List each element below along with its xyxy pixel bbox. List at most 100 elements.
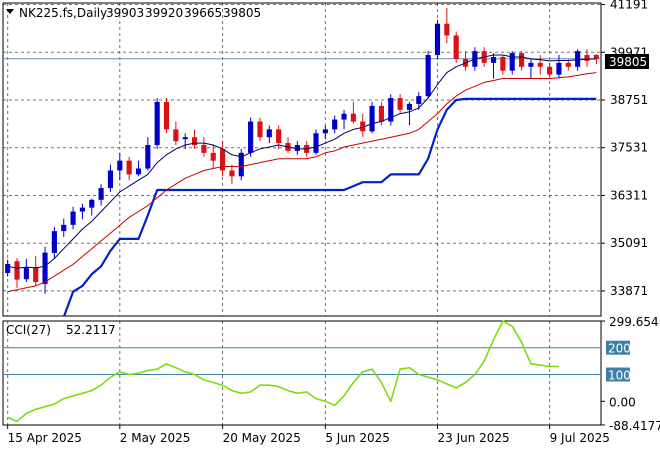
bull-candle bbox=[135, 168, 142, 175]
bull-candle bbox=[313, 133, 319, 153]
bull-candle bbox=[61, 224, 67, 232]
current-price-marker: 39805 bbox=[605, 54, 649, 69]
cci-panel-frame bbox=[2, 320, 602, 426]
bear-candle bbox=[191, 137, 198, 146]
cci-value: 52.2117 bbox=[66, 323, 116, 337]
indicator-lines bbox=[7, 54, 597, 316]
bull-candle bbox=[238, 152, 244, 177]
cci-header: CCI(27) 52.2117 bbox=[6, 323, 116, 337]
date-tick-label: 23 Jun 2025 bbox=[437, 431, 509, 445]
bear-candle bbox=[350, 113, 356, 122]
bull-candle bbox=[98, 188, 104, 200]
fast-ma-line bbox=[7, 54, 597, 269]
bear-candle bbox=[593, 54, 599, 59]
bull-candle bbox=[406, 103, 413, 110]
bear-candle bbox=[378, 105, 384, 122]
bull-candle bbox=[575, 51, 581, 67]
date-tick-label: 9 Jul 2025 bbox=[550, 431, 610, 445]
bull-candle bbox=[182, 137, 188, 140]
cci-name: CCI(27) bbox=[6, 323, 51, 337]
bear-candle bbox=[444, 23, 450, 36]
bear-candle bbox=[173, 129, 179, 142]
bull-candle bbox=[70, 211, 76, 225]
bull-candle bbox=[248, 121, 254, 153]
bull-candle bbox=[556, 62, 562, 75]
bear-candle bbox=[360, 121, 366, 132]
ohlc-open: 39903 bbox=[106, 6, 144, 20]
bull-candle bbox=[154, 101, 160, 146]
bull-candle bbox=[388, 98, 394, 122]
ohlc-high: 39920 bbox=[145, 6, 183, 20]
ohlc-low: 39665 bbox=[184, 6, 222, 20]
bull-candle bbox=[509, 53, 515, 71]
bull-candle bbox=[89, 199, 95, 208]
bear-candle bbox=[257, 121, 263, 138]
date-tick-label: 20 May 2025 bbox=[223, 431, 301, 445]
bear-candle bbox=[229, 170, 235, 177]
bull-candle bbox=[42, 252, 48, 284]
cci-line bbox=[7, 320, 559, 423]
bull-candle bbox=[51, 231, 57, 254]
bull-candle bbox=[332, 119, 338, 130]
bull-candle bbox=[434, 23, 441, 56]
bear-candle bbox=[201, 145, 207, 153]
cci-tick-label: 0.00 bbox=[609, 395, 636, 409]
symbol-label: NK225.fs,Daily bbox=[19, 6, 107, 20]
cci-tick-label: 299.654 bbox=[609, 315, 659, 329]
date-tick-label: 2 May 2025 bbox=[120, 431, 191, 445]
dropdown-arrow-icon[interactable] bbox=[6, 9, 14, 14]
bull-candle bbox=[107, 170, 114, 189]
bear-candle bbox=[126, 160, 132, 175]
cci-tick-label: 100 bbox=[608, 369, 631, 383]
cci-tick-label: -88.4177 bbox=[609, 419, 660, 433]
price-tick-label: 38751 bbox=[610, 93, 648, 107]
stop-level-line bbox=[62, 97, 597, 316]
bear-candle bbox=[584, 55, 590, 61]
bull-candle bbox=[425, 55, 431, 97]
bull-candle bbox=[294, 145, 300, 151]
bear-candle bbox=[500, 56, 506, 71]
price-tick-label: 37531 bbox=[610, 141, 648, 155]
bear-candle bbox=[210, 152, 216, 161]
slow-ma-line bbox=[7, 72, 597, 293]
cci-panel bbox=[3, 320, 601, 423]
price-tick-label: 35091 bbox=[610, 236, 648, 250]
bear-candle bbox=[537, 62, 543, 67]
bear-candle bbox=[565, 62, 571, 67]
cci-tick-label: 200 bbox=[608, 342, 631, 356]
bull-candle bbox=[145, 145, 151, 169]
bear-candle bbox=[519, 53, 525, 67]
cci-level-box bbox=[606, 340, 630, 355]
bear-candle bbox=[397, 98, 403, 110]
chart-header: NK225.fs,Daily 39903 39920 39665 39805 bbox=[6, 6, 261, 20]
bear-candle bbox=[453, 35, 459, 59]
bull-candle bbox=[416, 96, 422, 104]
bull-candle bbox=[23, 267, 29, 280]
price-tick-label: 36311 bbox=[610, 188, 648, 202]
bear-candle bbox=[220, 148, 226, 171]
bear-candle bbox=[276, 129, 282, 144]
bull-candle bbox=[490, 56, 497, 63]
bear-candle bbox=[33, 267, 39, 282]
bull-candle bbox=[341, 113, 347, 120]
date-tick-label: 15 Apr 2025 bbox=[8, 431, 82, 445]
price-tick-label: 33871 bbox=[610, 284, 648, 298]
bull-candle bbox=[528, 62, 534, 67]
date-tick-label: 5 Jun 2025 bbox=[325, 431, 390, 445]
cci-level-box bbox=[606, 367, 630, 382]
bear-candle bbox=[547, 66, 553, 75]
current-price-box bbox=[605, 54, 649, 69]
price-tick-label: 41191 bbox=[610, 0, 648, 12]
bull-candle bbox=[266, 129, 272, 138]
bear-candle bbox=[14, 261, 20, 280]
bull-candle bbox=[322, 129, 328, 134]
price-panel-frame bbox=[2, 2, 602, 317]
ohlc-close: 39805 bbox=[223, 6, 261, 20]
bull-candle bbox=[369, 105, 375, 132]
bull-candle bbox=[79, 207, 85, 212]
bear-candle bbox=[163, 101, 170, 130]
bull-candle bbox=[5, 263, 11, 273]
current-price-label: 39805 bbox=[609, 55, 647, 69]
